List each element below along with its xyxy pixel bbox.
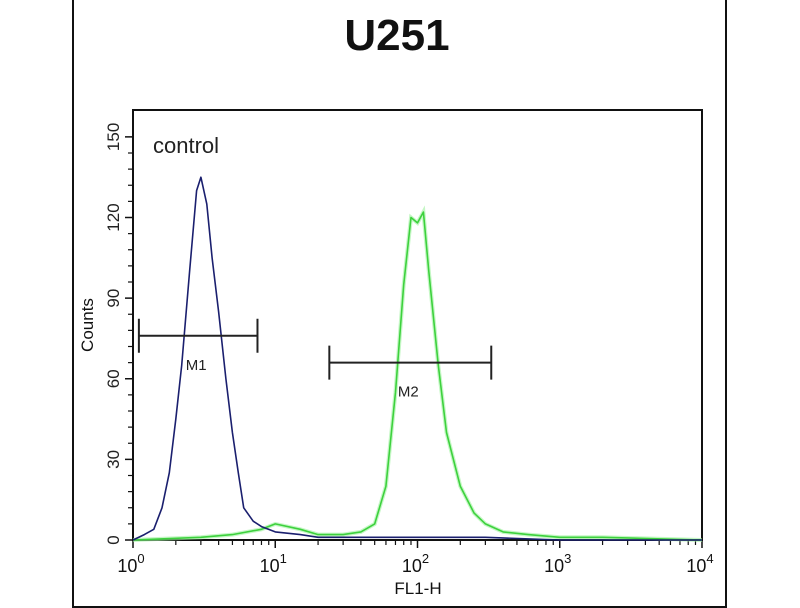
y-tick-label: 60 [104,369,123,388]
y-axis-label: Counts [78,298,97,352]
y-tick-label: 0 [104,535,123,544]
x-tick-label: 101 [260,551,287,576]
x-tick-exponent: 0 [137,551,144,566]
x-tick-label: 104 [686,551,713,576]
y-tick-label: 30 [104,450,123,469]
x-axis-label: FL1-H [394,579,441,598]
series-glow [132,205,703,542]
y-tick-label: 120 [104,203,123,231]
y-tick-label: 150 [104,123,123,151]
x-tick-exponent: 1 [280,551,287,566]
x-tick-exponent: 4 [706,551,713,566]
y-tick-label: 90 [104,289,123,308]
chart-title: U251 [344,11,449,60]
series-line [132,211,703,541]
x-tick-label: 102 [402,551,429,576]
plot-area [132,109,703,541]
control-annotation: control [153,133,219,158]
marker-label: M1 [186,357,207,374]
series-line [132,176,702,541]
x-tick-label: 100 [117,551,144,576]
x-tick-label: 103 [544,551,571,576]
x-tick-exponent: 2 [422,551,429,566]
marker-label: M2 [398,384,419,401]
x-tick-exponent: 3 [564,551,571,566]
